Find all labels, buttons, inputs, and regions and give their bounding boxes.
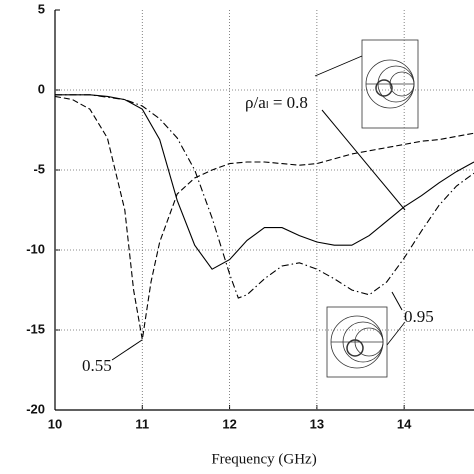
x-tick-label: 10 bbox=[48, 416, 62, 431]
data-line bbox=[55, 94, 474, 299]
y-tick-label: -15 bbox=[26, 321, 45, 336]
annotation: 0.95 bbox=[404, 307, 434, 326]
data-line bbox=[55, 94, 474, 270]
smith-inset bbox=[326, 306, 406, 378]
x-tick-label: 12 bbox=[222, 416, 236, 431]
annotation-leader bbox=[111, 339, 143, 361]
annotation: 0.55 bbox=[82, 356, 112, 375]
x-tick-label: 13 bbox=[310, 416, 324, 431]
annotation-leader bbox=[391, 291, 403, 311]
data-line bbox=[54, 95, 474, 340]
annotation: ρ/aₗ = 0.8 bbox=[245, 93, 308, 112]
x-axis-label: Frequency (GHz) bbox=[211, 451, 316, 467]
y-tick-label: 5 bbox=[38, 1, 45, 16]
x-tick-label: 11 bbox=[135, 416, 149, 431]
y-tick-label: -20 bbox=[26, 401, 45, 416]
smith-inset bbox=[314, 39, 419, 129]
y-tick-label: 0 bbox=[38, 81, 45, 96]
y-tick-label: -5 bbox=[33, 161, 45, 176]
y-tick-label: -10 bbox=[26, 241, 45, 256]
annotation-leader bbox=[321, 109, 406, 211]
x-tick-label: 14 bbox=[397, 416, 412, 431]
